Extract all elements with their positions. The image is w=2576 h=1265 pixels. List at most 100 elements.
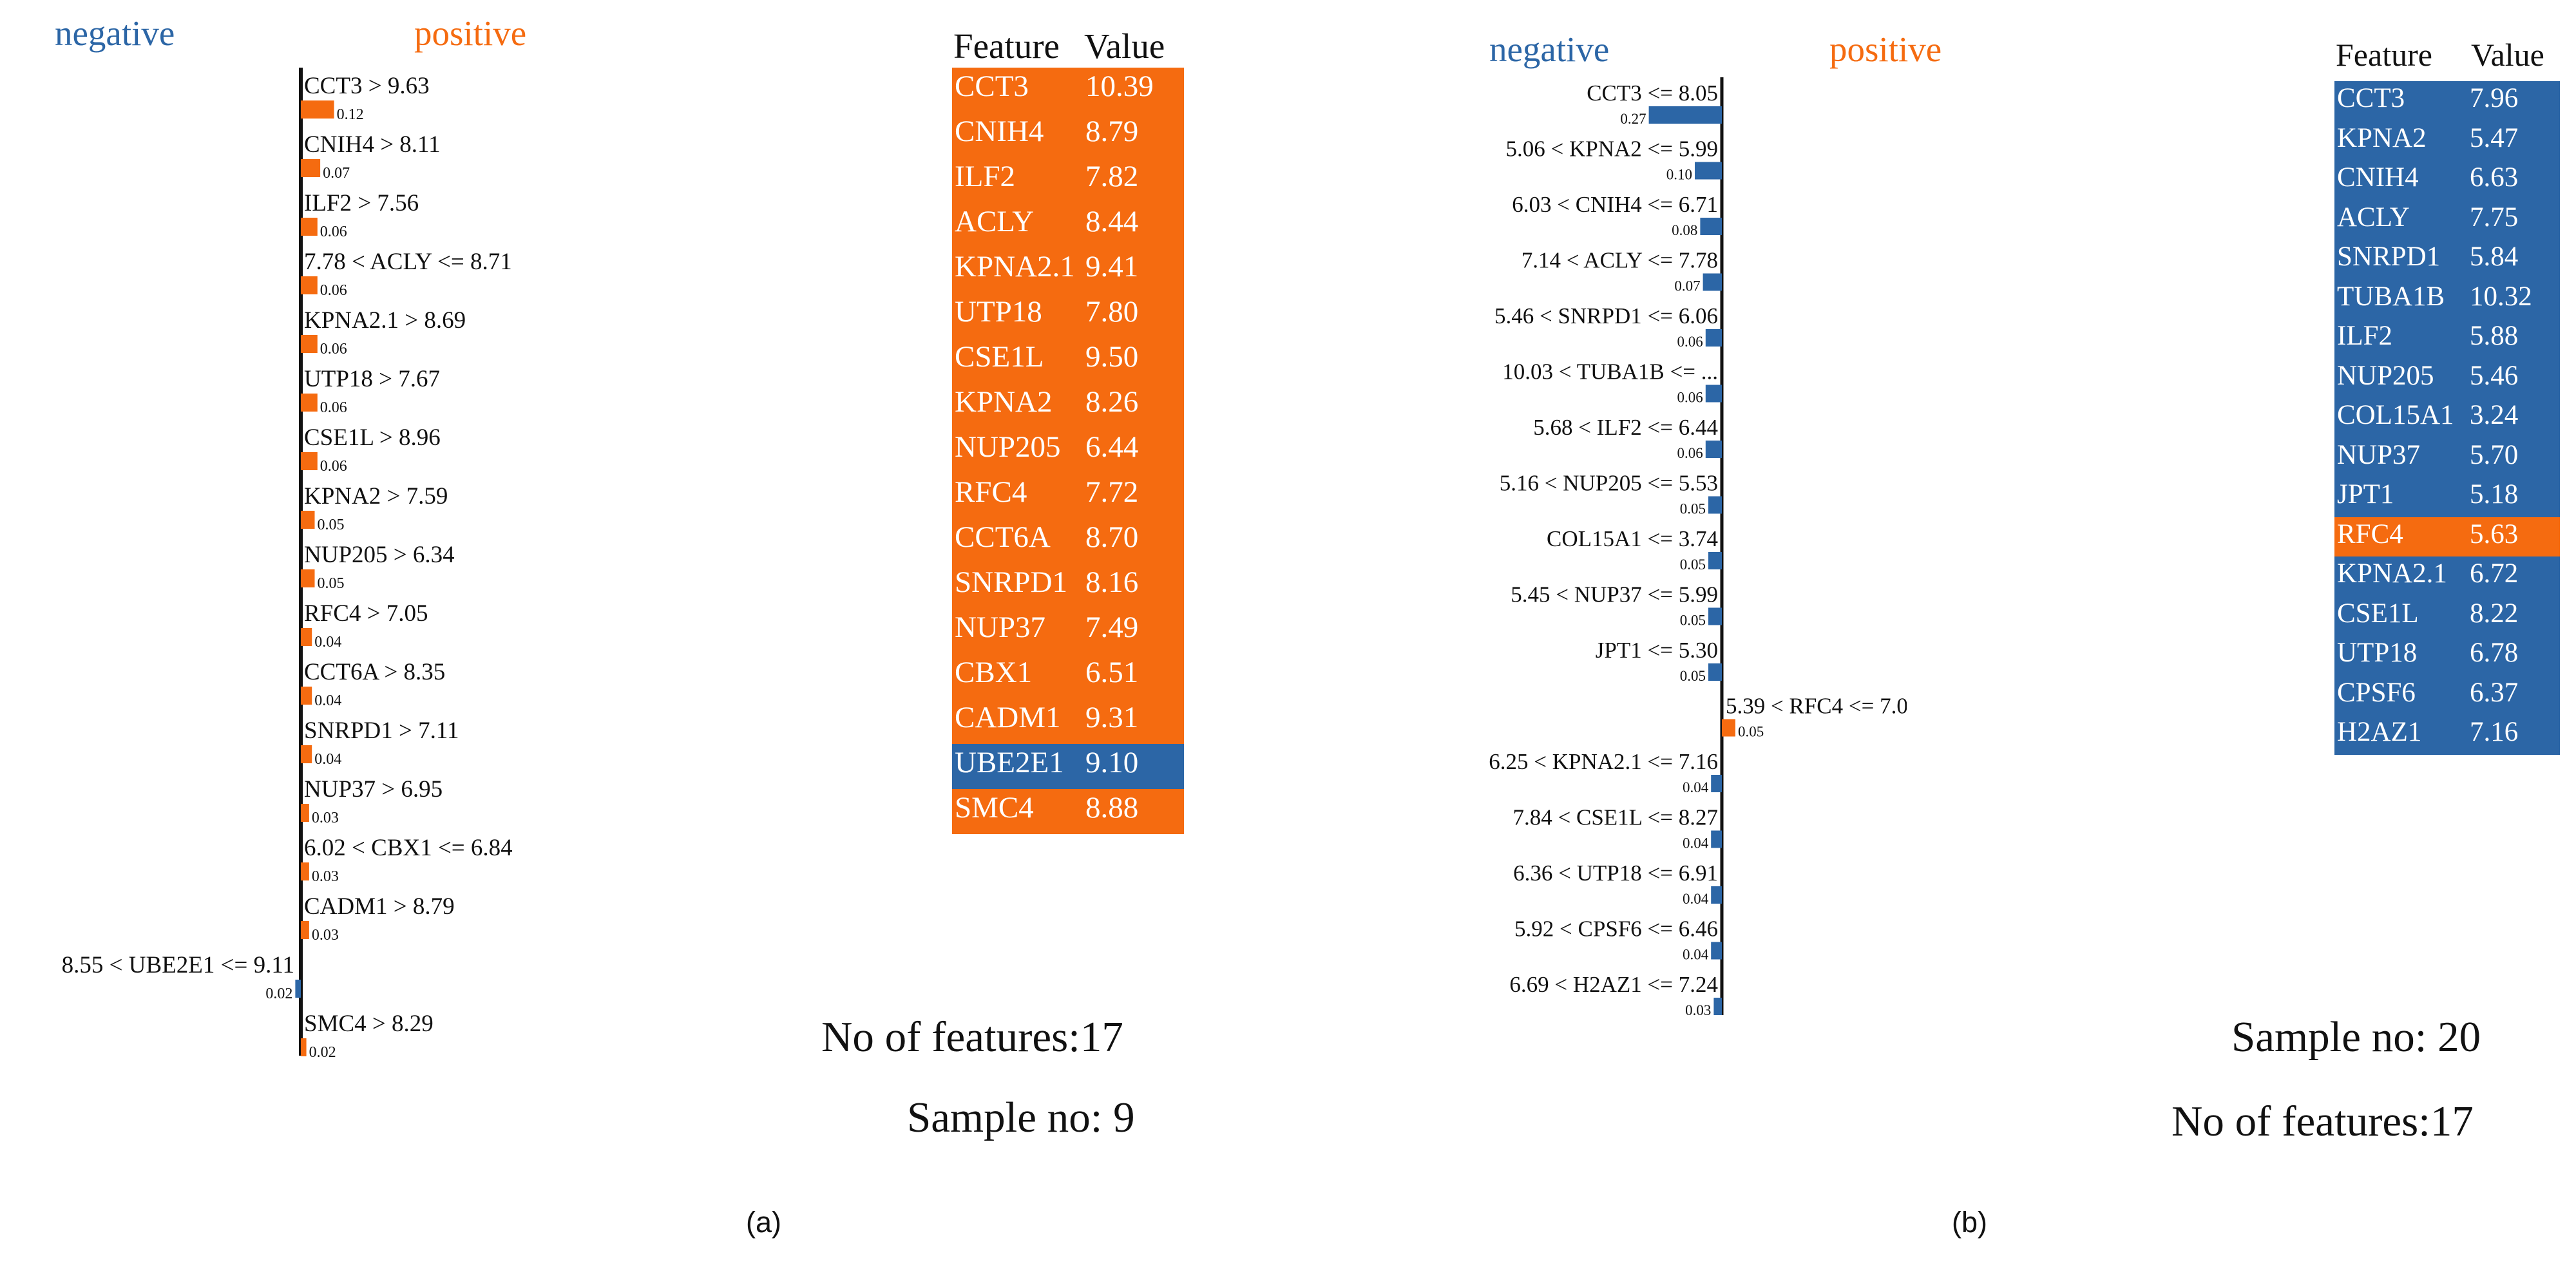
table-row: SNRPD1 8.16 — [952, 564, 1184, 609]
contribution-bar — [295, 980, 301, 998]
table-cell-feature: NUP205 — [955, 430, 1061, 464]
table-cell-feature: CCT3 — [955, 70, 1029, 103]
table-cell-value: 6.72 — [2470, 558, 2519, 589]
table-row: JPT1 5.18 — [2334, 477, 2560, 517]
contribution-value-label: 0.02 — [265, 985, 292, 1002]
table-cell-value: 8.16 — [1085, 566, 1139, 599]
table-cell-value: 5.84 — [2470, 242, 2519, 272]
sample-number-a: Sample no: 9 — [907, 1094, 1135, 1141]
table-row: CBX1 6.51 — [952, 654, 1184, 699]
feature-condition-label: CADM1 > 8.79 — [304, 893, 455, 920]
contribution-bar — [1708, 663, 1722, 681]
contribution-value-label: 0.05 — [1680, 556, 1706, 573]
feature-condition-label: ILF2 > 7.56 — [304, 190, 419, 216]
table-cell-feature: SNRPD1 — [2337, 242, 2441, 272]
contribution-bar — [301, 159, 321, 177]
contribution-bar — [301, 804, 309, 822]
table-row: CPSF6 6.37 — [2334, 675, 2560, 715]
contribution-value-label: 0.12 — [337, 106, 364, 123]
contribution-value-label: 0.03 — [312, 810, 339, 826]
table-row: SMC4 8.88 — [952, 789, 1184, 834]
table-header-feature-b: Feature — [2336, 37, 2432, 73]
table-cell-feature: CBX1 — [955, 656, 1033, 689]
contribution-bar — [301, 745, 312, 763]
feature-table-b: Feature Value CCT3 7.96 KPNA2 5.47 CNIH4 6.63… — [2334, 36, 2560, 755]
contribution-bar — [1711, 942, 1722, 960]
contribution-value-label: 0.06 — [1677, 445, 1703, 461]
table-cell-feature: CPSF6 — [2337, 677, 2416, 708]
contribution-value-label: 0.06 — [320, 341, 347, 357]
table-cell-value: 7.16 — [2470, 717, 2519, 747]
contribution-value-label: 0.05 — [1738, 724, 1764, 740]
contribution-value-label: 0.03 — [1685, 1002, 1711, 1018]
contribution-value-label: 0.03 — [312, 927, 339, 944]
table-cell-feature: ACLY — [2337, 202, 2410, 233]
contribution-bar — [1705, 441, 1722, 458]
contribution-value-label: 0.04 — [314, 634, 341, 651]
table-row: UTP18 6.78 — [2334, 636, 2560, 676]
table-cell-feature: KPNA2 — [955, 385, 1053, 419]
table-cell-feature: ACLY — [955, 205, 1035, 238]
sample-number-b: Sample no: 20 — [2231, 1013, 2481, 1061]
feature-condition-label: RFC4 > 7.05 — [304, 600, 428, 627]
feature-condition-label: KPNA2.1 > 8.69 — [304, 307, 466, 334]
lime-explanation-chart-a: CCT3 > 9.63 0.12 CNIH4 > 8.11 0.07 ILF2 > 7.… — [62, 68, 513, 1061]
table-row: CNIH4 8.79 — [952, 113, 1184, 158]
table-cell-value: 9.10 — [1085, 746, 1139, 779]
table-cell-value: 7.80 — [1085, 295, 1139, 328]
positive-label-b: positive — [1829, 30, 1942, 69]
table-row: UTP18 7.80 — [952, 293, 1184, 338]
table-cell-value: 8.70 — [1085, 520, 1139, 554]
table-row: NUP37 7.49 — [952, 609, 1184, 654]
table-cell-feature: UBE2E1 — [955, 746, 1064, 779]
feature-condition-label: NUP37 > 6.95 — [304, 776, 443, 803]
feature-condition-label: 7.78 < ACLY <= 8.71 — [304, 249, 512, 275]
table-row: CCT3 10.39 — [952, 68, 1184, 113]
feature-condition-label: 5.45 < NUP37 <= 5.99 — [1511, 582, 1718, 607]
table-cell-feature: KPNA2.1 — [955, 250, 1075, 283]
table-cell-value: 8.88 — [1085, 791, 1139, 824]
table-cell-feature: TUBA1B — [2337, 281, 2445, 312]
negative-label-a: negative — [55, 14, 175, 53]
table-cell-feature: KPNA2.1 — [2337, 558, 2447, 589]
table-cell-value: 5.46 — [2470, 360, 2519, 391]
table-cell-feature: ILF2 — [2337, 321, 2392, 351]
contribution-value-label: 0.06 — [320, 458, 347, 475]
table-row: ILF2 5.88 — [2334, 319, 2560, 359]
table-cell-value: 8.26 — [1085, 385, 1139, 419]
contribution-bar — [301, 335, 318, 353]
table-row: TUBA1B 10.32 — [2334, 279, 2560, 319]
feature-condition-label: SMC4 > 8.29 — [304, 1011, 434, 1037]
table-cell-feature: UTP18 — [2337, 638, 2418, 668]
feature-condition-label: 5.92 < CPSF6 <= 6.46 — [1514, 917, 1718, 942]
contribution-bar — [301, 921, 309, 939]
feature-condition-label: 5.06 < KPNA2 <= 5.99 — [1505, 137, 1718, 162]
negative-label-b: negative — [1489, 30, 1610, 69]
contribution-bar — [1705, 329, 1722, 347]
contribution-bar — [1722, 719, 1735, 737]
table-cell-feature: RFC4 — [955, 475, 1027, 509]
feature-condition-label: 7.14 < ACLY <= 7.78 — [1522, 248, 1718, 273]
feature-condition-label: CCT3 <= 8.05 — [1587, 81, 1718, 106]
table-cell-feature: RFC4 — [2337, 518, 2403, 549]
feature-condition-label: 5.39 < RFC4 <= 7.05 — [1726, 694, 1907, 719]
feature-condition-label: 6.03 < CNIH4 <= 6.71 — [1512, 192, 1718, 217]
contribution-bar — [1695, 162, 1722, 180]
table-row: RFC4 5.63 — [2334, 517, 2560, 556]
contribution-bar — [1703, 273, 1722, 291]
caption-a: (a) — [746, 1206, 781, 1239]
feature-condition-label: SNRPD1 > 7.11 — [304, 718, 459, 744]
contribution-value-label: 0.06 — [320, 399, 347, 416]
table-row: CSE1L 9.50 — [952, 338, 1184, 383]
feature-condition-label: 5.46 < SNRPD1 <= 6.06 — [1494, 303, 1718, 328]
table-body-a: CCT3 10.39 CNIH4 8.79 ILF2 7.82 ACLY 8.44 KPNA2.… — [952, 68, 1184, 834]
table-header-value-b: Value — [2471, 37, 2544, 73]
contribution-value-label: 0.07 — [1674, 278, 1700, 294]
feature-table-a: Feature Value CCT3 10.39 CNIH4 8.79 ILF2 7.82… — [952, 26, 1184, 834]
table-cell-value: 7.72 — [1085, 475, 1139, 509]
table-cell-value: 10.32 — [2470, 281, 2532, 312]
contribution-value-label: 0.04 — [1683, 947, 1709, 963]
contribution-bar — [1713, 998, 1722, 1015]
table-row: KPNA2.1 6.72 — [2334, 556, 2560, 596]
contribution-bar — [301, 687, 312, 705]
